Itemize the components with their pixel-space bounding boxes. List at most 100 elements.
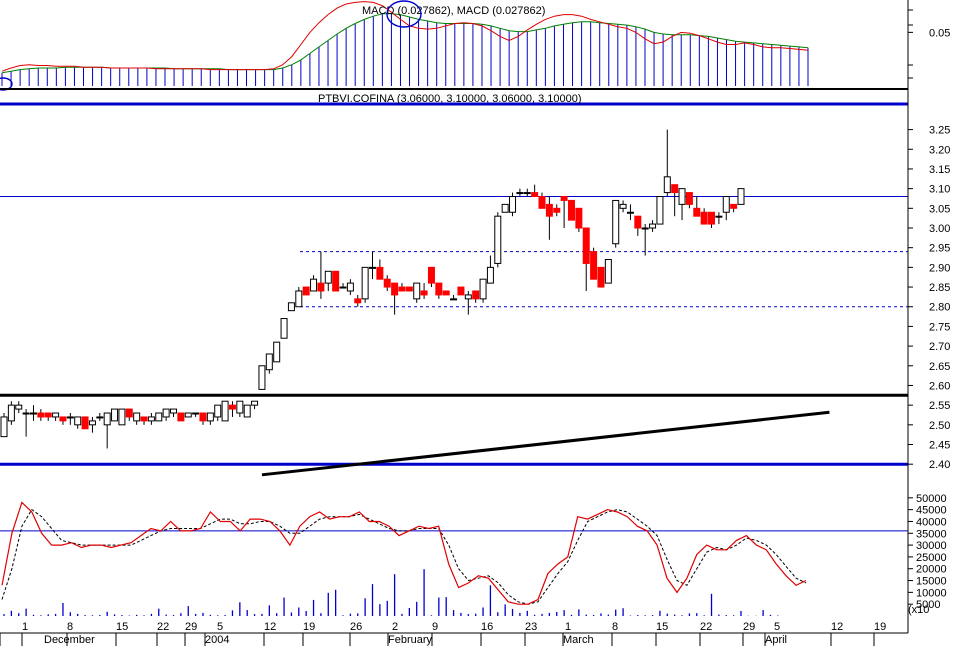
candle-body: [663, 176, 671, 194]
candle: [516, 188, 524, 197]
candle-body: [649, 223, 657, 229]
candle-body: [708, 211, 716, 225]
candle-body: [206, 412, 214, 422]
volume-tick-label: 40000: [916, 516, 947, 528]
candle-body: [295, 290, 303, 308]
candle-body: [265, 353, 273, 371]
candle: [413, 282, 421, 303]
candle: [656, 196, 664, 225]
x-tick-label: 5: [217, 621, 223, 633]
candle: [44, 412, 52, 421]
volume-tick-label: 10000: [916, 587, 947, 599]
candle: [427, 266, 435, 288]
price-tick-label: 2.85: [929, 282, 950, 294]
candle-body: [626, 211, 634, 214]
x-tick-label: 16: [481, 621, 493, 633]
candle-body: [287, 302, 295, 312]
candle-body: [634, 215, 642, 229]
candle-body: [523, 192, 531, 195]
candle: [435, 282, 443, 299]
price-tick-label: 2.80: [929, 302, 950, 314]
volume-bars: [3, 569, 779, 616]
candle: [7, 401, 15, 425]
candle-body: [486, 266, 494, 284]
x-tick-label: 8: [612, 621, 618, 633]
candle-body: [501, 203, 509, 213]
candle: [280, 318, 288, 339]
candle-body: [427, 266, 435, 284]
candle: [258, 365, 266, 390]
candle: [391, 282, 399, 315]
candle: [310, 275, 318, 292]
x-tick-label: December: [44, 634, 95, 646]
price-y-axis: 2.40 2.45 2.50 2.55 2.60 2.65 2.70 2.75 2.80 2.85…: [908, 125, 950, 471]
candle-body: [597, 266, 605, 288]
candle: [715, 212, 723, 225]
candle-body: [184, 412, 192, 418]
x-tick-label: February: [388, 634, 433, 646]
candle: [295, 287, 303, 308]
macd-title: MACD (0.027862), MACD (0.027862): [362, 5, 545, 17]
candle: [125, 408, 133, 421]
candle: [37, 409, 45, 421]
candle: [199, 412, 207, 425]
candle-body: [391, 282, 399, 296]
candle-body: [37, 412, 45, 418]
candle: [162, 408, 170, 421]
candle: [177, 412, 185, 422]
candle-body: [118, 408, 126, 426]
candle: [722, 196, 730, 221]
x-tick-label: 2004: [205, 634, 229, 646]
x-tick-label: 29: [185, 621, 197, 633]
price-title: PTBVI.COFINA (3.06000, 3.10000, 3.06000,…: [318, 93, 582, 105]
candle-body: [582, 227, 590, 264]
candle: [671, 184, 679, 217]
candle-body: [612, 199, 620, 245]
candle: [523, 188, 531, 197]
candle-body: [457, 286, 465, 296]
candle: [612, 199, 620, 248]
x-tick-label: 1: [22, 621, 28, 633]
candle-body: [339, 286, 347, 289]
candle: [553, 204, 561, 217]
candle: [479, 278, 487, 303]
candle-body: [177, 412, 185, 422]
price-tick-label: 3.25: [929, 125, 950, 137]
macd-y-axis: 0.05: [908, 9, 950, 79]
candle-body: [81, 416, 89, 430]
x-tick-label: 22: [157, 621, 169, 633]
candle-body: [147, 416, 155, 422]
candle: [501, 203, 509, 213]
oscillator-signal-line: [1, 508, 807, 605]
candle-body: [74, 416, 82, 426]
candle: [22, 409, 30, 437]
x-tick-label: 29: [743, 621, 755, 633]
candle-body: [450, 298, 458, 301]
oscillator-line: [1, 501, 807, 605]
price-tick-label: 2.90: [929, 262, 950, 274]
candle: [66, 413, 74, 425]
price-reference-lines: [0, 196, 908, 466]
candle-body: [516, 192, 524, 195]
candle-body: [22, 412, 30, 415]
candle-body: [140, 416, 148, 422]
candle: [457, 286, 465, 296]
candle-body: [258, 365, 266, 390]
macd-tick-label: 0.05: [929, 27, 950, 39]
candle: [737, 188, 745, 205]
candle-body: [332, 270, 340, 292]
candle: [582, 227, 590, 291]
candle: [339, 283, 347, 289]
price-tick-label: 3.20: [929, 144, 950, 156]
candle-body: [214, 404, 222, 418]
x-tick-label: 26: [350, 621, 362, 633]
candle-body: [243, 404, 251, 418]
x-tick-label: 23: [525, 621, 537, 633]
x-tick-label: 5: [774, 621, 780, 633]
candle: [59, 416, 67, 425]
candle: [730, 203, 738, 213]
candle: [118, 408, 126, 426]
candle-body: [236, 400, 244, 414]
volume-tick-label: 30000: [916, 540, 947, 552]
candle-body: [7, 404, 15, 422]
